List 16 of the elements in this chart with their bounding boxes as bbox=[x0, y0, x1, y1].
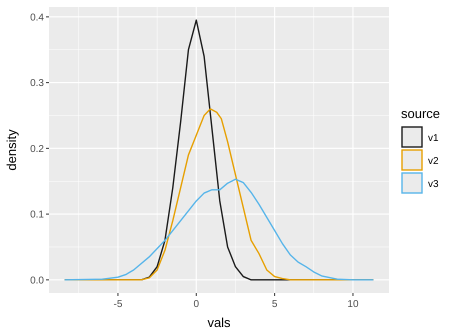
y-tick-label: 0.3 bbox=[30, 78, 44, 90]
x-tick-label: 0 bbox=[194, 299, 200, 310]
y-tick-label: 0.2 bbox=[30, 144, 44, 155]
y-axis-title: density bbox=[4, 128, 19, 171]
legend-title: source bbox=[401, 106, 440, 121]
legend-label: v1 bbox=[428, 133, 439, 144]
x-tick-label: -5 bbox=[113, 299, 123, 310]
y-tick-label: 0.0 bbox=[30, 275, 44, 286]
legend-label: v2 bbox=[428, 156, 439, 167]
y-tick-label: 0.1 bbox=[30, 210, 44, 221]
x-axis-title: vals bbox=[207, 315, 232, 330]
legend-label: v3 bbox=[428, 179, 439, 190]
x-tick-label: 5 bbox=[272, 299, 278, 310]
line-series bbox=[64, 178, 374, 281]
x-tick-label: 10 bbox=[347, 299, 359, 310]
y-tick-label: 0.4 bbox=[30, 12, 44, 24]
